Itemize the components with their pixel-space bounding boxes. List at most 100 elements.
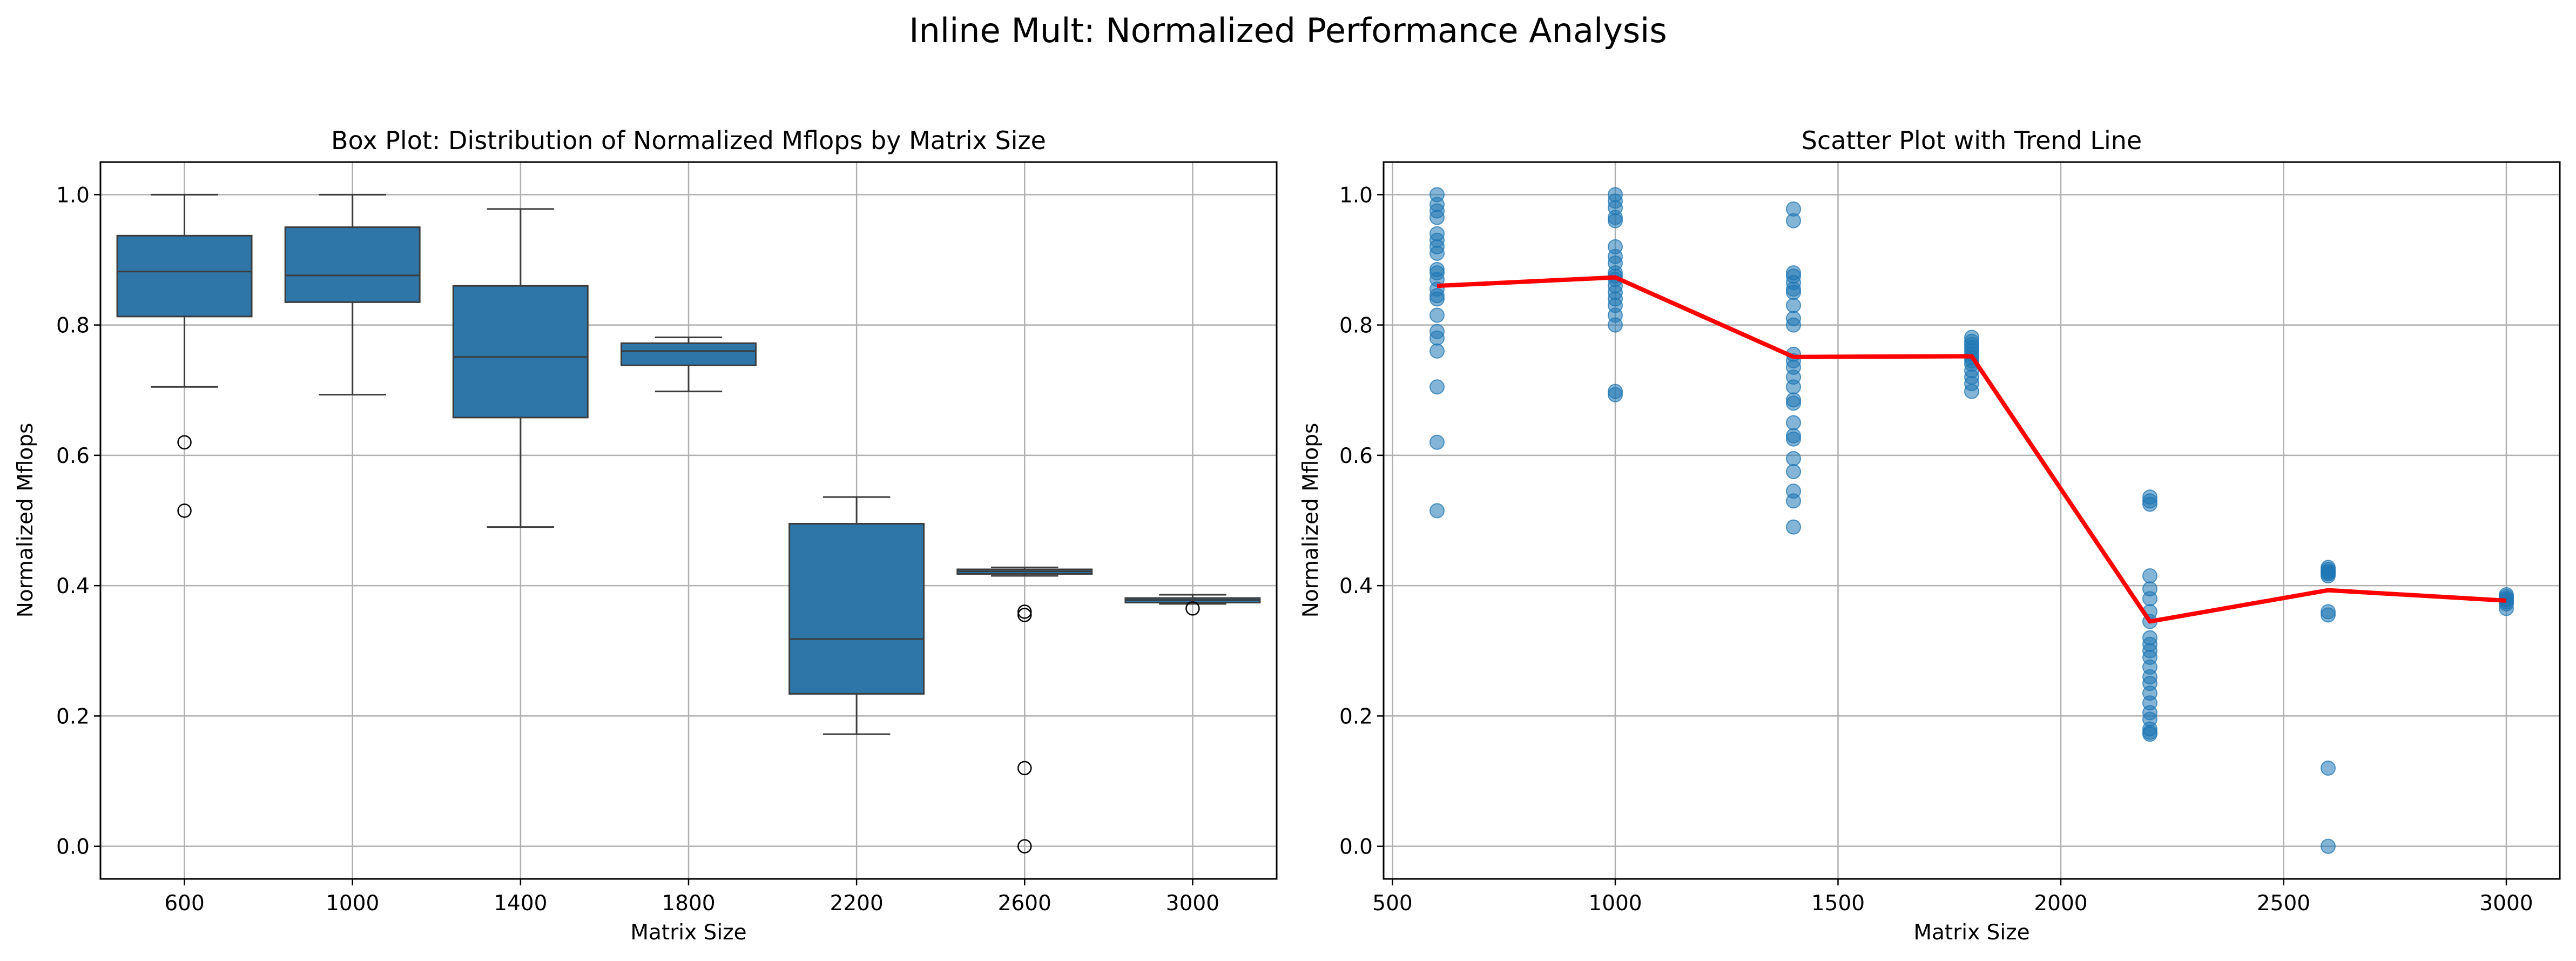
scatter-point [1429, 503, 1445, 519]
box-y-tick-label-2: 0.4 [56, 574, 90, 599]
scatter-point [1429, 343, 1445, 359]
box-outlier-0 [1017, 604, 1032, 619]
trend-line [1437, 275, 2507, 624]
box-x-tick-label-0: 600 [164, 891, 204, 916]
scatter-point [1786, 298, 1801, 313]
scatter-point [2499, 601, 2514, 616]
box-1800 [621, 337, 757, 393]
box-y-tick-label-0: 0.0 [56, 835, 90, 859]
scatter-x-tick-label-1: 1000 [1588, 891, 1642, 916]
scatter-plot-x-ticks: 500 1000 1500 2000 2500 3000 [1372, 879, 2533, 916]
scatter-x-tick-label-5: 3000 [2479, 891, 2533, 916]
box-outlier-0 [177, 435, 192, 449]
scatter-point [2142, 496, 2157, 512]
box-iqr [621, 342, 757, 366]
box-iqr [284, 226, 421, 303]
box-plot-x-axis-label: Matrix Size [630, 920, 746, 945]
scatter-y-tick-label-3: 0.6 [1339, 444, 1373, 468]
scatter-point [1429, 245, 1445, 261]
scatter-group-2200 [2142, 489, 2157, 742]
scatter-point [1429, 379, 1445, 395]
scatter-x-tick-label-0: 500 [1372, 891, 1412, 916]
box-plot-title: Box Plot: Distribution of Normalized Mfl… [331, 126, 1046, 155]
scatter-point [1786, 317, 1801, 333]
box-600 [116, 193, 253, 518]
box-plot-x-ticks: 600 1000 1400 1800 2200 2600 3000 [164, 879, 1219, 916]
scatter-group-1400 [1786, 201, 1801, 535]
box-outlier-1 [177, 503, 192, 518]
scatter-plot-panel: Scatter Plot with Trend Line 500 1000 1500… [1299, 126, 2561, 945]
scatter-x-tick-label-3: 2000 [2034, 891, 2087, 916]
box-x-tick-label-5: 2600 [998, 891, 1051, 916]
scatter-plot-x-axis-label: Matrix Size [1913, 920, 2029, 945]
scatter-point [2142, 568, 2157, 584]
box-x-tick-label-1: 1000 [326, 891, 379, 916]
box-outlier-3 [1017, 839, 1032, 854]
scatter-point [1786, 213, 1801, 229]
box-1400 [452, 208, 589, 528]
scatter-y-tick-label-0: 0.0 [1339, 835, 1373, 859]
scatter-point [1786, 464, 1801, 480]
scatter-point [1786, 431, 1801, 447]
scatter-x-tick-label-4: 2500 [2257, 891, 2310, 916]
box-x-tick-label-4: 2200 [830, 891, 884, 916]
box-x-tick-label-3: 1800 [662, 891, 715, 916]
box-iqr [116, 234, 253, 318]
scatter-point [1786, 285, 1801, 300]
scatter-point [1608, 387, 1623, 402]
scatter-y-tick-label-4: 0.8 [1339, 314, 1373, 338]
box-plot-panel: Box Plot: Distribution of Normalized Mfl… [14, 126, 1278, 945]
scatter-plot-y-axis-label: Normalized Mflops [1299, 423, 1323, 618]
scatter-x-tick-label-2: 1500 [1811, 891, 1865, 916]
scatter-group-600 [1429, 187, 1445, 519]
scatter-group-3000 [2499, 587, 2514, 616]
scatter-point [1786, 493, 1801, 509]
scatter-point [2321, 838, 2336, 854]
scatter-point [1429, 210, 1445, 225]
scatter-point [1429, 330, 1445, 346]
box-x-tick-label-6: 3000 [1166, 891, 1219, 916]
box-2200 [788, 496, 925, 735]
scatter-group-2600 [2321, 560, 2336, 854]
box-y-tick-label-1: 0.2 [56, 704, 90, 729]
scatter-point [1964, 384, 1979, 399]
box-y-tick-label-5: 1.0 [56, 183, 90, 207]
scatter-plot-frame [1383, 161, 2561, 880]
box-iqr [788, 523, 925, 695]
scatter-y-tick-label-5: 1.0 [1339, 183, 1373, 207]
figure-title: Inline Mult: Normalized Performance Anal… [909, 11, 1667, 50]
scatter-point [2142, 591, 2157, 607]
box-3000 [1124, 594, 1261, 616]
scatter-point [2321, 607, 2336, 623]
scatter-point [1608, 317, 1623, 333]
box-plot-gridlines [100, 162, 1277, 879]
scatter-plot-gridlines [1384, 162, 2560, 879]
scatter-plot-title: Scatter Plot with Trend Line [1802, 126, 2142, 155]
box-iqr [452, 285, 589, 419]
box-outlier-1 [1017, 608, 1032, 622]
scatter-point [2321, 760, 2336, 776]
scatter-point [1786, 415, 1801, 431]
scatter-group-1000 [1608, 187, 1623, 402]
scatter-y-tick-label-1: 0.2 [1339, 704, 1373, 729]
box-y-tick-label-3: 0.6 [56, 444, 90, 468]
box-plot-marks [116, 193, 1261, 854]
scatter-point [2142, 727, 2157, 742]
scatter-plot-y-ticks: 0.0 0.2 0.4 0.6 0.8 1.0 [1339, 183, 1384, 859]
scatter-point [1786, 395, 1801, 411]
box-y-tick-label-4: 0.8 [56, 314, 90, 338]
box-plot-y-axis-label: Normalized Mflops [14, 423, 38, 618]
scatter-plot-marks [1429, 187, 2514, 854]
scatter-point [1429, 307, 1445, 323]
box-plot-y-ticks: 0.0 0.2 0.4 0.6 0.8 1.0 [56, 183, 100, 859]
scatter-y-tick-label-2: 0.4 [1339, 574, 1373, 599]
scatter-point [1786, 519, 1801, 535]
box-outlier-2 [1017, 761, 1032, 776]
box-1000 [284, 193, 421, 396]
scatter-point [2321, 568, 2336, 584]
scatter-point [1608, 213, 1623, 229]
scatter-point [1429, 291, 1445, 307]
scatter-point [1786, 379, 1801, 395]
scatter-point [1786, 451, 1801, 466]
